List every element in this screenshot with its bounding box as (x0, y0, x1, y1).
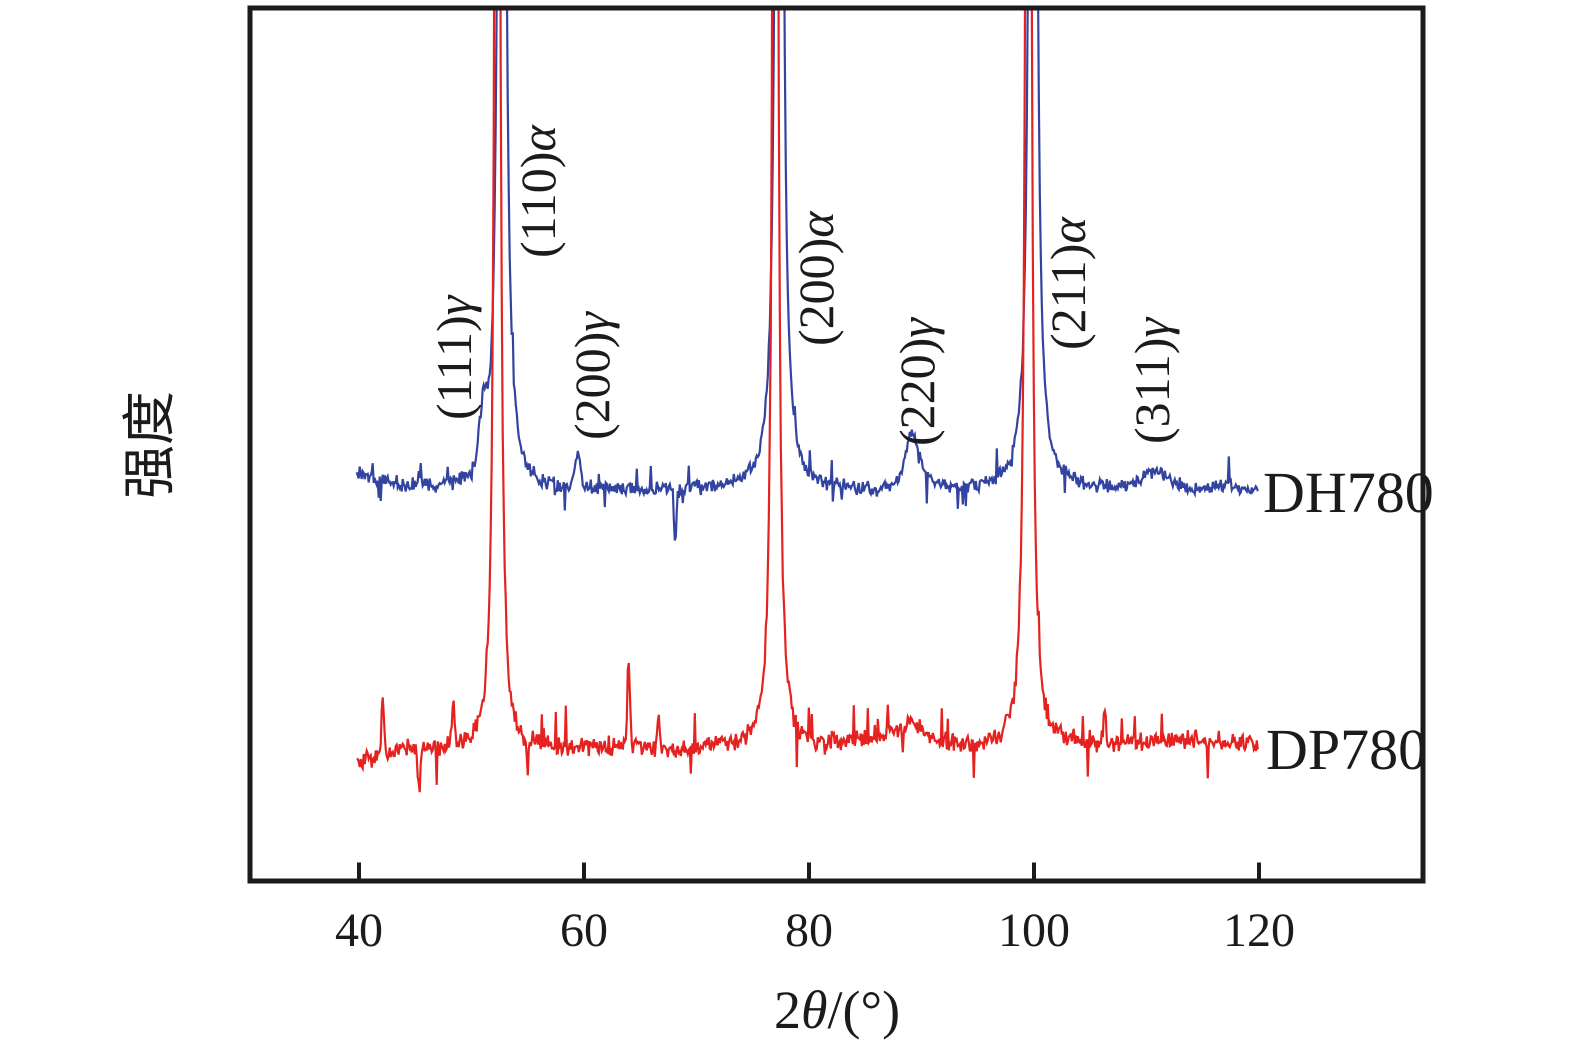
peak-label-111-gamma: (111)γ (426, 294, 482, 420)
series-line-DH780 (355, 10, 1259, 541)
peak-label-220-gamma: (220)γ (889, 317, 945, 446)
series-label-DP780: DP780 (1266, 717, 1427, 782)
peak-label-200-alpha: (200)α (788, 210, 844, 346)
y-axis-title: 强度 (120, 391, 180, 499)
plot-border (247, 5, 1426, 884)
peak-label-200-gamma: (200)γ (564, 311, 620, 440)
x-axis-tick-labels: 40 60 80 100 120 (335, 904, 1295, 957)
x-tick-label-60: 60 (560, 904, 608, 957)
peak-label-110-alpha: (110)α (510, 124, 566, 258)
series-labels: DH780 DP780 (1263, 460, 1434, 782)
x-tick-label-120: 120 (1223, 904, 1295, 957)
peak-label-311-gamma: (311)γ (1124, 317, 1180, 444)
x-tick-label-40: 40 (335, 904, 383, 957)
curves-group (355, 10, 1259, 793)
peak-annotations: (111)γ (110)α (200)γ (200)α (220)γ (211)α (311… (426, 124, 1180, 446)
x-axis-title: 2θ/(°) (774, 980, 900, 1040)
x-tick-label-80: 80 (785, 904, 833, 957)
peak-label-211-alpha: (211)α (1040, 216, 1096, 350)
x-axis-ticks (357, 862, 1261, 879)
x-tick-label-100: 100 (998, 904, 1070, 957)
series-label-DH780: DH780 (1263, 460, 1434, 525)
series-line-DP780 (356, 10, 1259, 793)
